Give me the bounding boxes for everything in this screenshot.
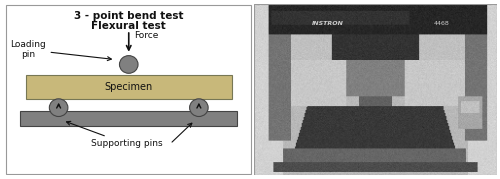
- Circle shape: [120, 56, 138, 73]
- Bar: [26, 75, 232, 99]
- Text: 3 - point bend test: 3 - point bend test: [74, 11, 184, 21]
- Text: INSTRON: INSTRON: [312, 21, 344, 26]
- Text: Flexural test: Flexural test: [92, 21, 166, 31]
- Circle shape: [190, 99, 208, 117]
- Text: Supporting pins: Supporting pins: [66, 121, 162, 149]
- Text: Loading
pin: Loading pin: [10, 40, 112, 61]
- Text: Specimen: Specimen: [104, 82, 153, 92]
- Circle shape: [50, 99, 68, 117]
- Text: Force: Force: [134, 32, 158, 40]
- Bar: [20, 111, 237, 126]
- Text: 4468: 4468: [434, 21, 449, 26]
